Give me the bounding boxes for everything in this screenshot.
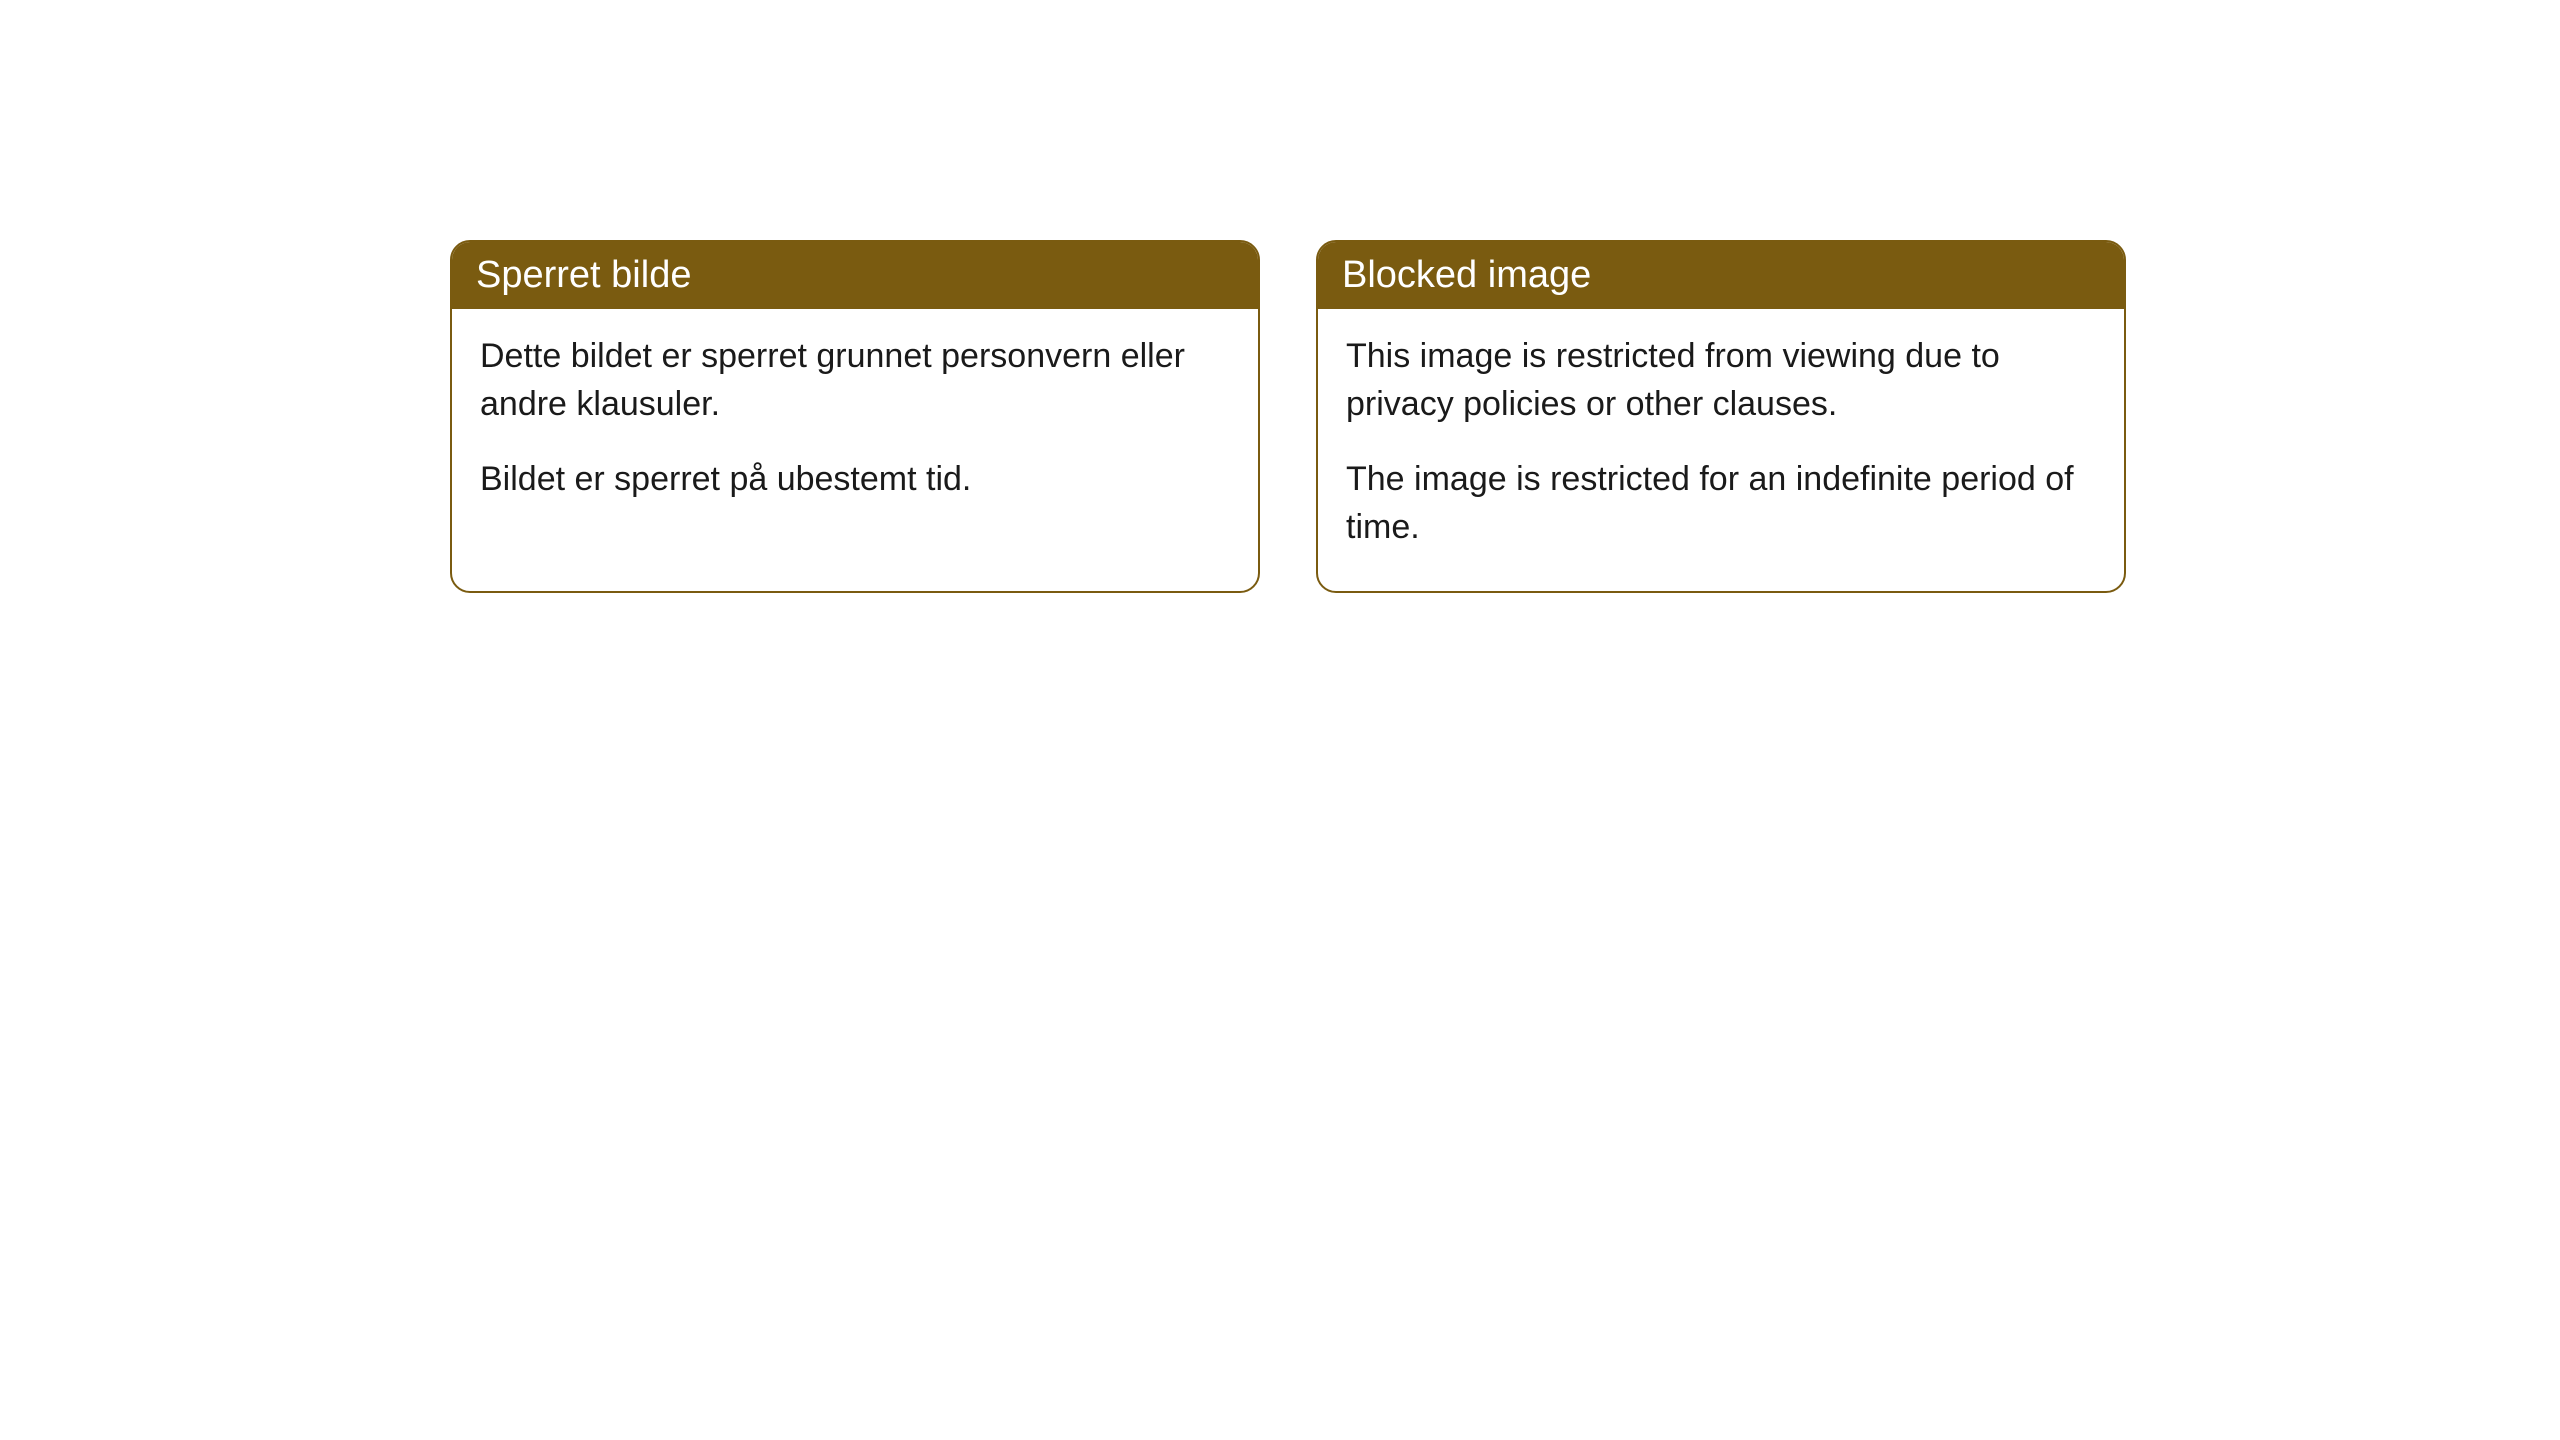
- card-body: This image is restricted from viewing du…: [1318, 309, 2124, 591]
- card-title: Blocked image: [1342, 254, 1591, 296]
- card-paragraph: Bildet er sperret på ubestemt tid.: [480, 456, 1230, 504]
- card-paragraph: This image is restricted from viewing du…: [1346, 333, 2096, 428]
- card-header: Sperret bilde: [452, 242, 1258, 309]
- card-title: Sperret bilde: [476, 254, 691, 296]
- card-paragraph: Dette bildet er sperret grunnet personve…: [480, 333, 1230, 428]
- card-header: Blocked image: [1318, 242, 2124, 309]
- card-body: Dette bildet er sperret grunnet personve…: [452, 309, 1258, 544]
- notice-cards-container: Sperret bilde Dette bildet er sperret gr…: [450, 240, 2126, 593]
- notice-card-norwegian: Sperret bilde Dette bildet er sperret gr…: [450, 240, 1260, 593]
- card-paragraph: The image is restricted for an indefinit…: [1346, 456, 2096, 551]
- notice-card-english: Blocked image This image is restricted f…: [1316, 240, 2126, 593]
